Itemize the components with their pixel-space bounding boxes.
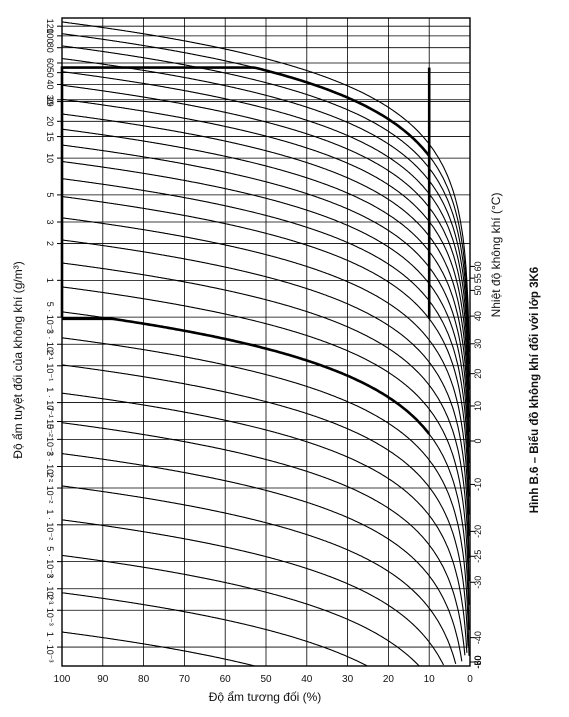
isotherm-curve xyxy=(61,217,470,536)
temperature-tick-label: -50 xyxy=(473,655,483,668)
x-tick-label: 70 xyxy=(179,674,191,685)
temperature-tick-label: -80 xyxy=(473,655,483,668)
isotherm-curve xyxy=(61,195,470,515)
isotherm-curve xyxy=(61,519,444,666)
temperature-tick-label: 40 xyxy=(473,311,483,321)
y-tick-label: 7 · 10⁻² xyxy=(45,406,55,437)
y-tick-label: 60 xyxy=(45,58,55,68)
x-tick-label: 0 xyxy=(467,674,473,685)
isotherm-curve xyxy=(61,98,470,418)
isotherm-curve xyxy=(61,422,466,656)
isotherm-curve xyxy=(61,57,470,377)
isotherm-curve xyxy=(61,33,470,352)
climatic-class-boundary xyxy=(60,66,431,435)
y-tick-label: 50 xyxy=(45,68,55,78)
y-tick-label: 15 xyxy=(45,132,55,142)
x-axis-ticks: 100 90 80 70 60 50 40 30 20 10 0 xyxy=(54,674,474,685)
x-tick-label: 100 xyxy=(54,674,71,685)
y-tick-label: 5 · 10⁻² xyxy=(45,424,55,455)
isotherm-curve xyxy=(61,286,470,606)
temperature-tick-label: -60 xyxy=(473,655,483,668)
figure-caption: Hình B.6 – Biểu đồ không khí đối với lớp… xyxy=(529,267,541,513)
isotherm-curve xyxy=(61,45,470,365)
grid xyxy=(62,18,470,666)
y-tick-label: 1 · 10⁻³ xyxy=(45,632,55,663)
x-tick-label: 20 xyxy=(383,674,395,685)
x-tick-label: 80 xyxy=(138,674,150,685)
y-tick-label: 80 xyxy=(45,43,55,53)
isotherm-curve xyxy=(61,178,470,497)
y-tick-label: 1 · 10⁻¹ xyxy=(45,387,55,418)
temperature-axis-ticks: -80-70-60-50 -40 -30 -25 -20 -10 0 10 20 30 40 50 55… xyxy=(470,261,483,669)
isotherm-curve xyxy=(61,485,457,665)
y-tick-label: 5 xyxy=(45,192,55,197)
y-axis-title: Độ ẩm tuyệt đối của không khí (g/m³) xyxy=(11,261,25,458)
y-tick-label: 5 · 10⁻¹ xyxy=(45,302,55,333)
y-tick-label: 3 · 10⁻¹ xyxy=(45,329,55,360)
y-tick-label: 2 · 10⁻³ xyxy=(45,595,55,626)
y-tick-label: 3 xyxy=(45,219,55,224)
isotherm-curve xyxy=(61,71,470,390)
x-tick-label: 10 xyxy=(424,674,436,685)
isotherm-curve xyxy=(61,554,420,667)
isotherm-curve xyxy=(61,631,255,667)
y-tick-label: 30 xyxy=(45,95,55,105)
x-tick-label: 30 xyxy=(342,674,354,685)
isotherm-curve xyxy=(61,453,463,662)
isotherm-curve xyxy=(61,113,470,433)
isotherm-curve xyxy=(61,21,470,341)
y-tick-label: 2 · 10⁻² xyxy=(45,473,55,504)
y-tick-label: 2 · 10⁻¹ xyxy=(45,350,55,381)
y-tick-label: 20 xyxy=(45,116,55,126)
x-tick-label: 50 xyxy=(260,674,272,685)
y-tick-label: 29 xyxy=(45,97,55,107)
temperature-tick-label: 30 xyxy=(473,339,483,349)
y-axis-ticks: 1 · 10⁻³ 2 · 10⁻³3 · 10⁻³5 · 10⁻³ 1 · 10⁻²… xyxy=(45,19,62,663)
y-tick-label: 1 · 10⁻² xyxy=(45,509,55,540)
isotherm-curve xyxy=(61,262,470,582)
y-tick-label: 120 xyxy=(45,19,55,34)
isotherm-curve xyxy=(61,311,470,630)
temperature-tick-label: 0 xyxy=(473,438,483,443)
y-tick-label: 1 xyxy=(45,278,55,283)
temperature-tick-label: -25 xyxy=(473,550,483,563)
x-tick-label: 40 xyxy=(301,674,313,685)
temperature-tick-label: -10 xyxy=(473,478,483,491)
isotherm-curve xyxy=(61,84,470,404)
y-tick-label: 3 · 10⁻³ xyxy=(45,573,55,604)
temperature-tick-label: -70 xyxy=(473,655,483,668)
y-tick-label: 5 · 10⁻³ xyxy=(45,546,55,577)
plot-frame xyxy=(61,17,471,667)
isotherm-curve xyxy=(61,239,470,559)
x-tick-label: 90 xyxy=(97,674,109,685)
isotherm-curve xyxy=(61,592,368,667)
temperature-tick-label: 10 xyxy=(473,401,483,411)
isotherm-curve xyxy=(61,364,469,647)
temperature-tick-label: 55 xyxy=(473,273,483,283)
temperature-tick-label: 60 xyxy=(473,261,483,271)
y-tick-label: 10 xyxy=(45,153,55,163)
temperature-tick-label: 20 xyxy=(473,369,483,379)
temperature-tick-label: -20 xyxy=(473,525,483,538)
boundary-upper-edge xyxy=(60,66,431,157)
x-axis-title: Độ ẩm tương đối (%) xyxy=(209,690,322,704)
y-tick-label: 100 xyxy=(45,28,55,43)
isotherm-curve xyxy=(61,128,470,448)
isotherm-curve xyxy=(61,337,470,656)
temperature-tick-label: 50 xyxy=(473,285,483,295)
isotherm-curve xyxy=(61,392,468,653)
temperature-tick-label: -30 xyxy=(473,576,483,589)
x-tick-label: 60 xyxy=(220,674,232,685)
temperature-tick-label: -40 xyxy=(473,631,483,644)
isotherm-curve xyxy=(61,144,470,464)
isotherm-curve xyxy=(61,160,470,480)
y-tick-label: 2 xyxy=(45,241,55,246)
y-tick-label: 40 xyxy=(45,79,55,89)
y-tick-label: 3 · 10⁻² xyxy=(45,451,55,482)
boundary-lower-edge xyxy=(62,317,431,435)
temperature-axis-title: Nhiệt độ không khí (°C) xyxy=(489,193,503,318)
